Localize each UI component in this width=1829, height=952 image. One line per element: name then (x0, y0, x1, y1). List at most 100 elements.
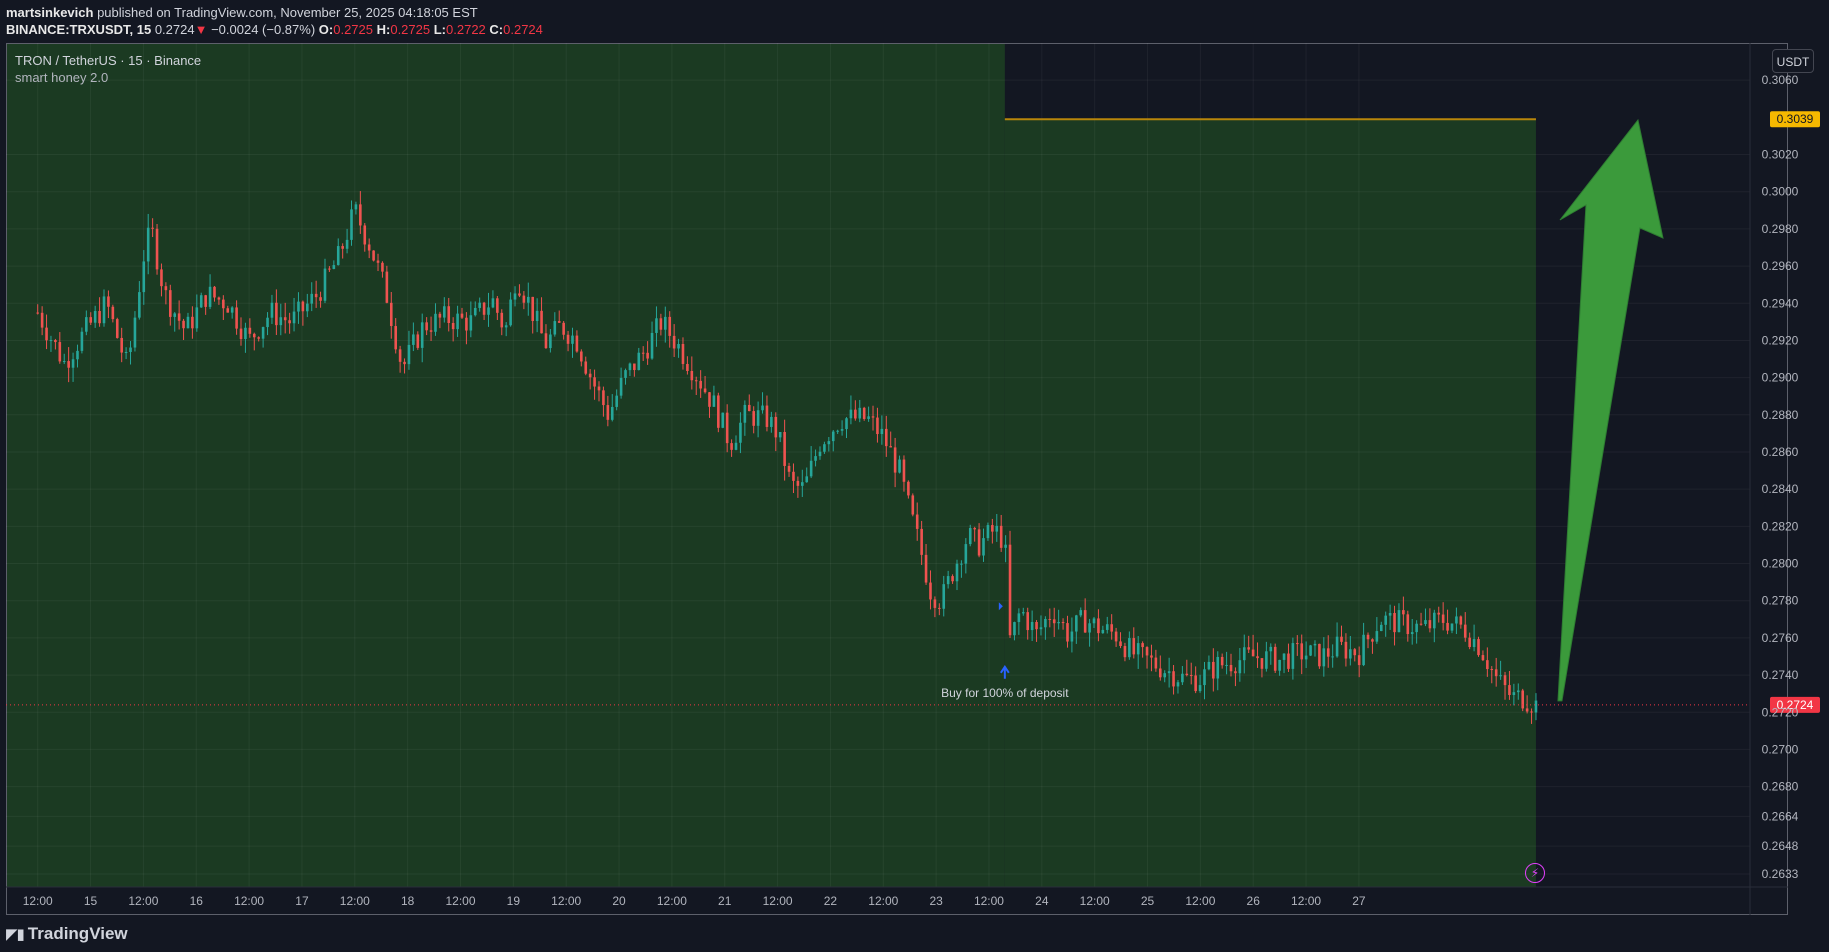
candle-body (292, 311, 296, 324)
candle-body (425, 322, 428, 331)
candle-body (1525, 708, 1529, 712)
candle-body (469, 315, 473, 331)
x-tick-label: 12:00 (1080, 894, 1110, 908)
candle-body (1136, 643, 1140, 655)
candle-body (155, 228, 159, 270)
candle-body (1494, 669, 1498, 677)
x-tick-label: 24 (1035, 894, 1049, 908)
legend-symbol[interactable]: TRON / TetherUS · 15 · Binance (15, 53, 202, 68)
candle-body (717, 395, 720, 428)
candle-body (376, 260, 380, 263)
candle-body (845, 418, 848, 430)
candle-body (416, 334, 420, 348)
y-tick-label: 0.3060 (1762, 73, 1799, 87)
candle-body (1366, 634, 1370, 640)
candle-body (297, 301, 300, 312)
legend-indicator[interactable]: smart honey 2.0 (15, 70, 109, 85)
candle-body (805, 476, 809, 483)
candle-body (1521, 690, 1525, 709)
candle-body (1220, 656, 1224, 666)
close-value: 0.2724 (503, 22, 543, 37)
candle-body (1212, 661, 1215, 679)
candle-body (1145, 647, 1149, 656)
candle-body (1499, 675, 1502, 677)
candle-body (67, 361, 70, 368)
candle-body (889, 446, 892, 448)
tradingview-logo[interactable]: ◤▮ TradingView (6, 924, 128, 944)
candle-body (580, 351, 583, 362)
candle-body (473, 307, 477, 316)
candle-body (447, 306, 451, 323)
x-tick-label: 18 (401, 894, 415, 908)
candle-body (840, 429, 844, 431)
y-tick-label: 0.2740 (1762, 668, 1799, 682)
candle-body (862, 407, 866, 419)
brand-name: TradingView (27, 924, 128, 943)
currency-button[interactable]: USDT (1772, 49, 1814, 73)
candle-body (1357, 655, 1361, 666)
candle-body (734, 442, 738, 450)
candle-body (1300, 643, 1304, 660)
candle-body (1490, 669, 1494, 671)
candle-body (681, 343, 685, 364)
down-arrow-icon: ▼ (194, 22, 208, 37)
entry-marker-icon (998, 602, 1003, 611)
candle-body (1260, 658, 1264, 669)
candle-body (394, 326, 397, 350)
candle-body (1194, 675, 1197, 692)
y-tick-label: 0.2900 (1762, 371, 1799, 385)
candle-body (986, 525, 990, 539)
candle-body (1503, 675, 1507, 686)
candle-body (1287, 653, 1290, 669)
y-tick-label: 0.2633 (1762, 867, 1799, 881)
candle-body (1256, 656, 1259, 659)
candle-body (1508, 685, 1511, 695)
candle-body (275, 302, 278, 326)
candle-body (310, 293, 314, 304)
candle-body (668, 316, 672, 336)
candle-body (1410, 632, 1414, 635)
candle-body (1083, 610, 1087, 633)
candle-body (146, 227, 150, 262)
candle-body (456, 313, 459, 330)
author-name[interactable]: martsinkevich (6, 5, 94, 20)
candle-body (509, 299, 512, 326)
candle-body (1512, 692, 1516, 695)
ohlc-line: BINANCE:TRXUSDT, 15 0.2724▼ −0.0024 (−0.… (6, 21, 543, 38)
candle-body (774, 416, 778, 438)
candle-body (1185, 673, 1189, 676)
candle-body (407, 344, 411, 365)
candle-body (1393, 613, 1396, 633)
candle-body (1172, 671, 1175, 687)
y-tick-label: 0.2940 (1762, 296, 1799, 310)
candle-body (36, 312, 40, 314)
x-tick-label: 12:00 (657, 894, 687, 908)
candle-body (977, 529, 981, 556)
candle-body (770, 416, 773, 427)
candle-body (1035, 622, 1038, 630)
candle-body (319, 297, 322, 301)
candle-body (1441, 614, 1445, 623)
y-tick-label: 0.2840 (1762, 482, 1799, 496)
candle-body (1278, 659, 1281, 671)
candle-body (460, 313, 464, 318)
x-tick-label: 12:00 (974, 894, 1004, 908)
candle-body (76, 350, 79, 360)
candle-body (115, 319, 119, 338)
candle-body (1163, 673, 1167, 678)
candle-body (230, 307, 234, 313)
candle-body (160, 269, 163, 287)
candle-body (412, 334, 415, 345)
candle-body (792, 471, 795, 481)
chart-frame[interactable] (6, 43, 1788, 915)
candle-body (690, 370, 694, 381)
candle-body (553, 321, 557, 335)
candle-body (372, 250, 375, 261)
chart-header: martsinkevich published on TradingView.c… (6, 4, 543, 38)
candle-body (1477, 639, 1480, 656)
lightning-icon[interactable]: ⚡ (1525, 863, 1545, 883)
candle-body (328, 268, 331, 270)
candle-body (893, 447, 897, 473)
candle-body (907, 481, 910, 496)
